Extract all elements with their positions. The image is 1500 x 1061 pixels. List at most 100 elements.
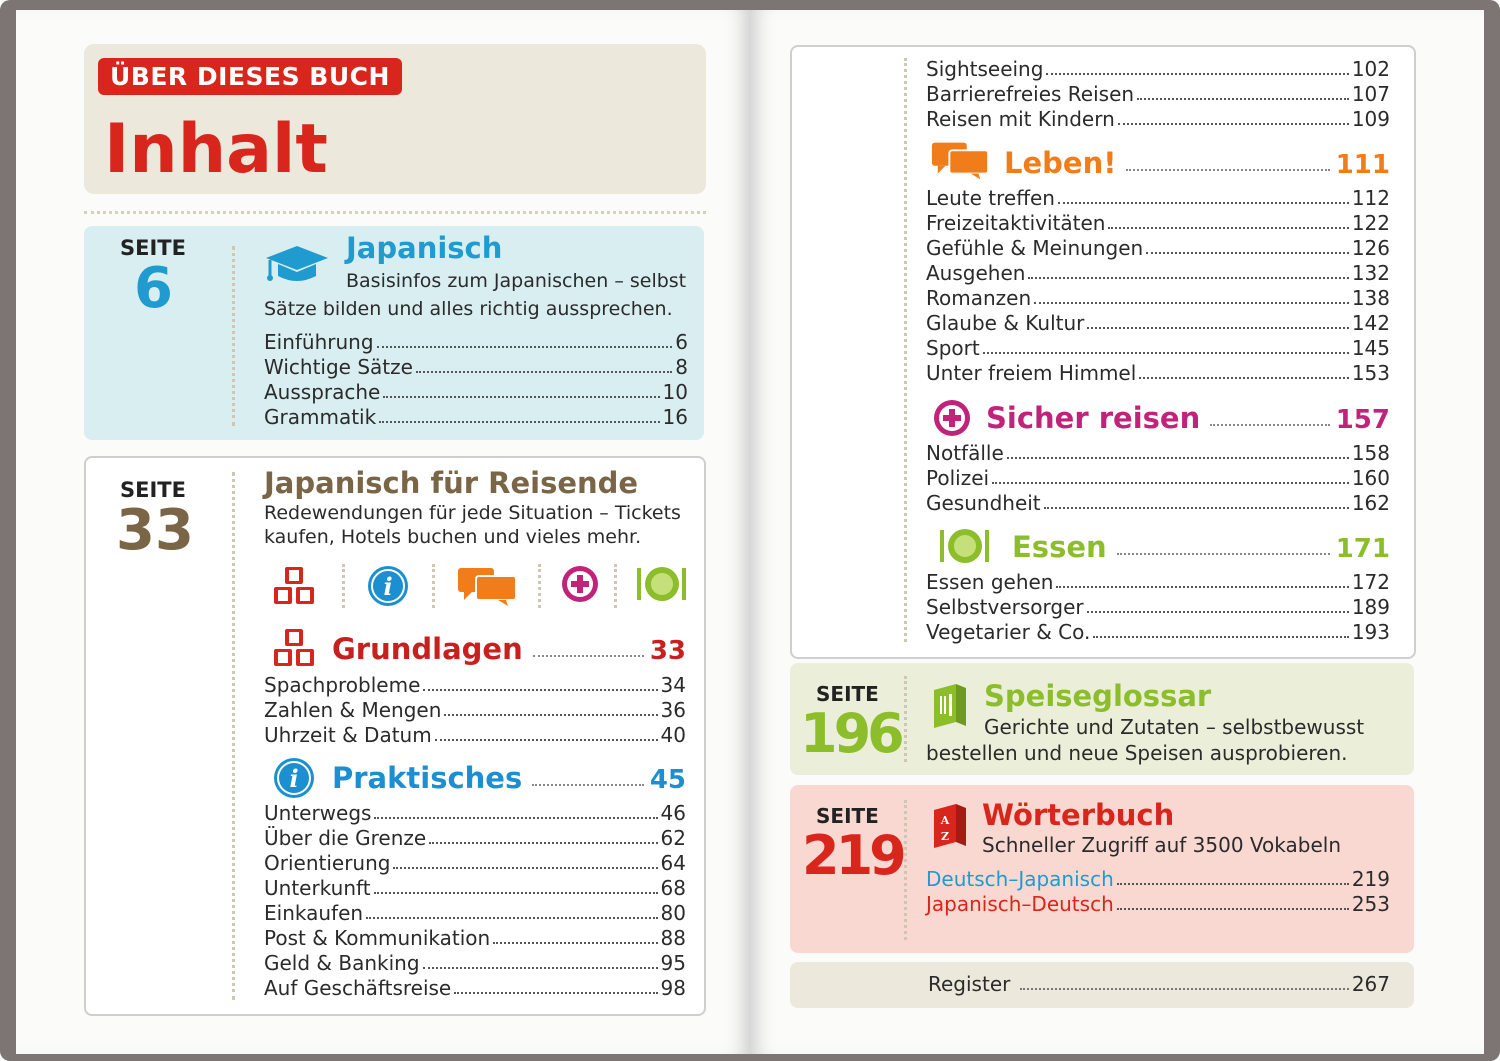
entry-page: 172 <box>1351 570 1390 594</box>
entry-page: 109 <box>1351 107 1390 131</box>
entry-label: Romanzen <box>926 286 1032 310</box>
toc-entry[interactable]: Geld & Banking 95 <box>264 950 686 975</box>
category-title: Praktisches <box>332 761 523 795</box>
svg-text:A: A <box>940 814 950 827</box>
entry-page: 193 <box>1351 620 1390 644</box>
entry-page: 98 <box>660 976 686 1000</box>
icon-separator <box>614 564 617 608</box>
category-page: 111 <box>1335 150 1390 180</box>
dictionary-icon: A Z <box>934 804 966 848</box>
entry-label: Ausgehen <box>926 261 1026 285</box>
toc-entry[interactable]: Über die Grenze 62 <box>264 825 686 850</box>
abc-blocks-icon <box>274 567 314 604</box>
graduation-cap-icon <box>266 246 328 281</box>
toc-entry[interactable]: Gesundheit 162 <box>926 490 1390 515</box>
entry-page: 219 <box>1351 867 1390 891</box>
toc-entry[interactable]: Grammatik 16 <box>264 404 688 429</box>
toc-entry[interactable]: Essen gehen 172 <box>926 569 1390 594</box>
toc-entry[interactable]: Polizei 160 <box>926 465 1390 490</box>
toc-entry[interactable]: Unterkunft 68 <box>264 875 686 900</box>
seite-number: 219 <box>802 824 907 887</box>
entry-page: 107 <box>1351 82 1390 106</box>
category-grundlagen[interactable]: Grundlagen 33 <box>332 630 686 666</box>
section-desc-1: Basisinfos zum Japanischen – selbst <box>346 270 687 292</box>
entry-label: Barrierefreies Reisen <box>926 82 1135 106</box>
icon-separator <box>432 564 435 608</box>
toc-entry[interactable]: Glaube & Kultur 142 <box>926 310 1390 335</box>
entry-label: Auf Geschäftsreise <box>264 976 452 1000</box>
entry-label: Unterkunft <box>264 876 371 900</box>
toc-entry[interactable]: Wichtige Sätze 8 <box>264 354 688 379</box>
dotted-separator <box>904 676 907 762</box>
seite-label: SEITE <box>120 236 186 260</box>
entry-page: 95 <box>660 951 686 975</box>
seite-number: 6 <box>134 256 173 321</box>
toc-entry[interactable]: Notfälle 158 <box>926 440 1390 465</box>
entry-page: 64 <box>660 851 686 875</box>
entry-page: 10 <box>662 380 688 404</box>
toc-entry[interactable]: Selbstversorger 189 <box>926 594 1390 619</box>
section-title: Speiseglossar <box>984 679 1212 713</box>
info-icon: i <box>368 566 408 606</box>
toc-entry[interactable]: Unter freiem Himmel 153 <box>926 360 1390 385</box>
section-title: Wörterbuch <box>982 798 1175 832</box>
toc-entry[interactable]: Romanzen 138 <box>926 285 1390 310</box>
seite-number: 196 <box>800 702 905 765</box>
toc-entry[interactable]: Unterwegs 46 <box>264 800 686 825</box>
entry-page: 132 <box>1351 261 1390 285</box>
entry-page: 126 <box>1351 236 1390 260</box>
header-label: ÜBER DIESES BUCH <box>98 58 402 95</box>
category-essen[interactable]: Essen 171 <box>1012 528 1390 564</box>
entry-page: 46 <box>660 801 686 825</box>
toc-entry[interactable]: Post & Kommunikation 88 <box>264 925 686 950</box>
category-title: Grundlagen <box>332 632 523 666</box>
toc-entry[interactable]: Leute treffen 112 <box>926 185 1390 210</box>
toc-entry-register[interactable]: Register 267 <box>928 971 1390 996</box>
entry-page: 80 <box>660 901 686 925</box>
category-leben[interactable]: Leben! 111 <box>1004 144 1390 180</box>
toc-entry[interactable]: Ausgehen 132 <box>926 260 1390 285</box>
svg-text:i: i <box>383 572 392 601</box>
entry-label: Glaube & Kultur <box>926 311 1085 335</box>
toc-entry[interactable]: Spachprobleme 34 <box>264 672 686 697</box>
toc-entry[interactable]: Aussprache 10 <box>264 379 688 404</box>
toc-entry[interactable]: Uhrzeit & Datum 40 <box>264 722 686 747</box>
toc-entry[interactable]: Vegetarier & Co. 193 <box>926 619 1390 644</box>
toc-entry[interactable]: Freizeitaktivitäten 122 <box>926 210 1390 235</box>
icon-separator <box>538 564 541 608</box>
entry-label: Deutsch–Japanisch <box>926 867 1114 891</box>
toc-entry[interactable]: Einführung 6 <box>264 329 688 354</box>
category-page: 157 <box>1335 405 1390 435</box>
category-sicher-reisen[interactable]: Sicher reisen 157 <box>986 399 1390 435</box>
section-japanisch <box>84 226 704 440</box>
category-page: 171 <box>1335 534 1390 564</box>
dotted-separator <box>904 800 907 940</box>
toc-entry[interactable]: Gefühle & Meinungen 126 <box>926 235 1390 260</box>
toc-entry[interactable]: Auf Geschäftsreise 98 <box>264 975 686 1000</box>
entry-label: Aussprache <box>264 380 381 404</box>
category-page: 45 <box>649 765 686 795</box>
entry-page: 138 <box>1351 286 1390 310</box>
category-title: Sicher reisen <box>986 401 1201 435</box>
toc-entry[interactable]: Zahlen & Mengen 36 <box>264 697 686 722</box>
entry-page: 145 <box>1351 336 1390 360</box>
category-praktisches[interactable]: Praktisches 45 <box>332 759 686 795</box>
entry-page: 8 <box>675 355 688 379</box>
category-title: Essen <box>1012 530 1107 564</box>
entry-label: Orientierung <box>264 851 391 875</box>
entry-label: Über die Grenze <box>264 826 427 850</box>
entry-label: Leute treffen <box>926 186 1055 210</box>
toc-entry[interactable]: Japanisch–Deutsch 253 <box>926 891 1390 916</box>
toc-entry[interactable]: Barrierefreies Reisen 107 <box>926 81 1390 106</box>
toc-entry[interactable]: Reisen mit Kindern 109 <box>926 106 1390 131</box>
toc-entry[interactable]: Einkaufen 80 <box>264 900 686 925</box>
entry-page: 40 <box>660 723 686 747</box>
toc-entry[interactable]: Sightseeing 102 <box>926 56 1390 81</box>
toc-entry[interactable]: Sport 145 <box>926 335 1390 360</box>
entry-page: 253 <box>1351 892 1390 916</box>
dotted-separator <box>232 246 235 426</box>
entry-page: 68 <box>660 876 686 900</box>
entry-label: Notfälle <box>926 441 1004 465</box>
toc-entry[interactable]: Deutsch–Japanisch 219 <box>926 866 1390 891</box>
toc-entry[interactable]: Orientierung 64 <box>264 850 686 875</box>
